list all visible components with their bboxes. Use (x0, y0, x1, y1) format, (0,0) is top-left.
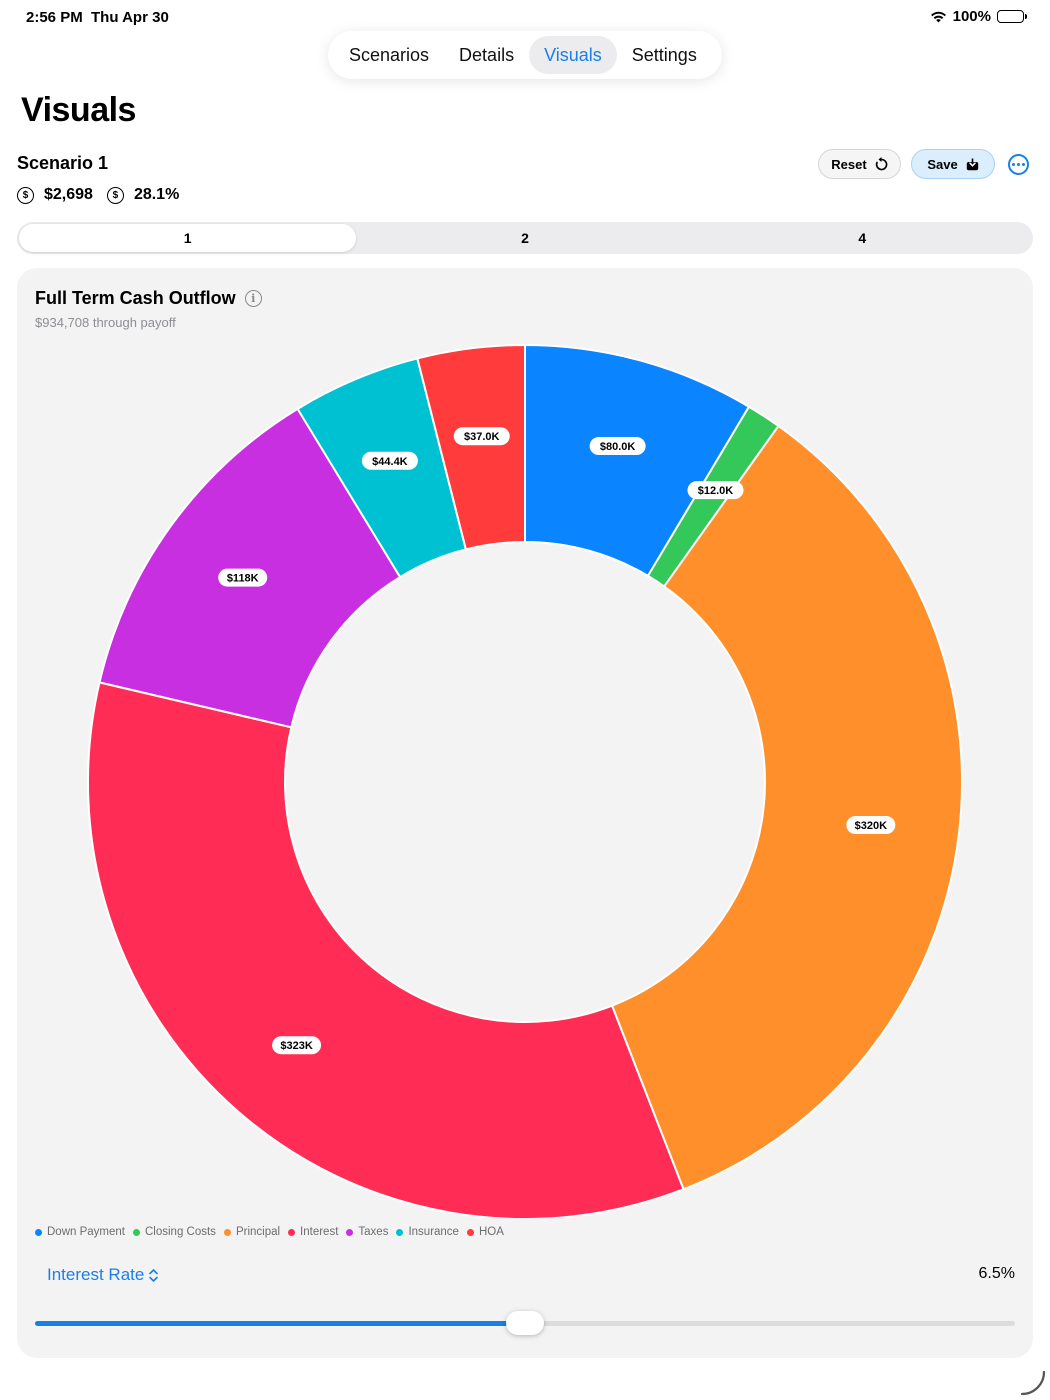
save-button[interactable]: Save (911, 149, 995, 179)
scenario-name: Scenario 1 (17, 153, 109, 173)
slice-data-label: $118K (218, 568, 268, 587)
wifi-icon (930, 11, 946, 23)
legend-swatch (396, 1228, 404, 1236)
legend-label: Taxes (358, 1226, 389, 1238)
slider-fill (35, 1321, 525, 1326)
dollar-coin-icon: $ (17, 186, 34, 204)
legend-item: Interest (288, 1226, 338, 1238)
slice-data-label: $12.0K (687, 481, 744, 500)
dollar-coin-icon: $ (106, 186, 124, 204)
card-subtitle: $934,708 through payoff (35, 315, 176, 330)
status-time: 2:56 PM (26, 9, 83, 26)
slice-label-text: $37.0K (464, 431, 500, 443)
slider-thumb[interactable] (506, 1311, 544, 1335)
legend-label: Insurance (408, 1226, 459, 1238)
slice-data-label: $44.4K (361, 451, 418, 470)
legend-label: Interest (300, 1226, 339, 1238)
slice-label-text: $118K (227, 573, 259, 585)
slice-label-pill (272, 1036, 322, 1055)
interest-rate-value: 6.5% (978, 1265, 1015, 1282)
slice-label-pill (846, 816, 896, 835)
legend-swatch (346, 1228, 354, 1236)
battery-percent: 100% (952, 8, 991, 25)
legend-item: Insurance (396, 1226, 459, 1238)
legend-item: Closing Costs (132, 1226, 216, 1238)
interest-rate-label: Interest Rate (47, 1265, 145, 1284)
tab-visuals[interactable]: Visuals (529, 36, 617, 74)
status-bar: 2:56 PM Thu Apr 30 100% (0, 0, 1050, 34)
slice-label-text: $12.0K (698, 485, 734, 497)
scenario-stats: $ $2,698 $ 28.1% (17, 186, 193, 204)
segment-2[interactable]: 2 (521, 230, 529, 246)
segment-1[interactable]: 1 (19, 224, 357, 252)
tab-settings[interactable]: Settings (631, 44, 697, 65)
donut-slice-hoa[interactable] (416, 343, 526, 551)
monthly-payment-value: $2,698 (44, 186, 93, 203)
legend-swatch (223, 1228, 231, 1236)
tab-details[interactable]: Details (459, 44, 515, 65)
status-indicators: 100% (930, 8, 1027, 25)
scenario-segmented-control: 1 2 4 (17, 222, 1033, 254)
slice-label-text: $44.4K (372, 456, 408, 468)
slice-label-text: $320K (855, 820, 887, 832)
donut-slice-principal[interactable] (610, 424, 963, 1191)
slice-data-label: $323K (272, 1036, 322, 1055)
chevron-up-down-icon (149, 1268, 159, 1282)
top-tab-bar: Scenarios Details Visuals Settings (328, 31, 722, 79)
slice-label-pill (453, 427, 510, 446)
slice-data-label: $320K (846, 816, 896, 835)
slice-data-label: $37.0K (453, 427, 510, 446)
slice-data-label: $80.0K (589, 437, 646, 456)
slice-label-text: $323K (280, 1040, 312, 1052)
donut-slice-interest[interactable] (87, 681, 685, 1218)
legend-swatch (35, 1228, 42, 1236)
cash-outflow-card: $80.0K $12.0K $320K $323K $118K $44.4K $37.0K … (17, 268, 1033, 1358)
resize-handle-icon[interactable] (1018, 1368, 1046, 1396)
slice-label-pill (589, 437, 646, 456)
slice-label-text: $80.0K (600, 441, 636, 453)
save-button-label: Save (927, 156, 958, 172)
legend-item: Down Payment (35, 1226, 125, 1238)
chart-legend: Down Payment Closing Costs Principal Intere… (35, 1226, 504, 1238)
interest-rate-picker[interactable]: Interest Rate (47, 1265, 159, 1285)
legend-label: HOA (478, 1226, 504, 1238)
legend-label: Closing Costs (144, 1226, 216, 1238)
legend-label: Down Payment (47, 1226, 125, 1238)
legend-swatch (288, 1228, 296, 1236)
save-tray-icon (966, 158, 978, 170)
legend-item: Principal (223, 1226, 281, 1238)
donut-chart: $80.0K $12.0K $320K $323K $118K $44.4K $37.0K (87, 343, 963, 1218)
slice-label-pill (361, 451, 418, 470)
reset-arrow-icon (875, 157, 888, 171)
card-title-row: Full Term Cash Outflow i (35, 288, 262, 309)
donut-slice-taxes[interactable] (98, 407, 402, 729)
interest-rate-slider[interactable] (35, 1311, 1015, 1335)
segment-4[interactable]: 4 (858, 230, 867, 246)
legend-label: Principal (235, 1226, 281, 1238)
legend-item: HOA (466, 1226, 504, 1238)
legend-swatch (132, 1228, 140, 1236)
page-title: Visuals (21, 91, 136, 129)
slice-label-pill (687, 481, 744, 500)
status-date: Thu Apr 30 (91, 9, 169, 26)
legend-swatch (466, 1228, 474, 1236)
more-options-icon[interactable] (1008, 154, 1029, 175)
rate-stat-value: 28.1% (133, 186, 180, 203)
slice-label-pill (218, 568, 268, 587)
reset-button[interactable]: Reset (818, 149, 901, 179)
reset-button-label: Reset (831, 156, 867, 172)
battery-icon (997, 10, 1027, 23)
legend-item: Taxes (346, 1226, 388, 1238)
tab-scenarios[interactable]: Scenarios (349, 44, 430, 65)
info-icon[interactable]: i (244, 290, 262, 307)
card-title: Full Term Cash Outflow (35, 288, 236, 308)
